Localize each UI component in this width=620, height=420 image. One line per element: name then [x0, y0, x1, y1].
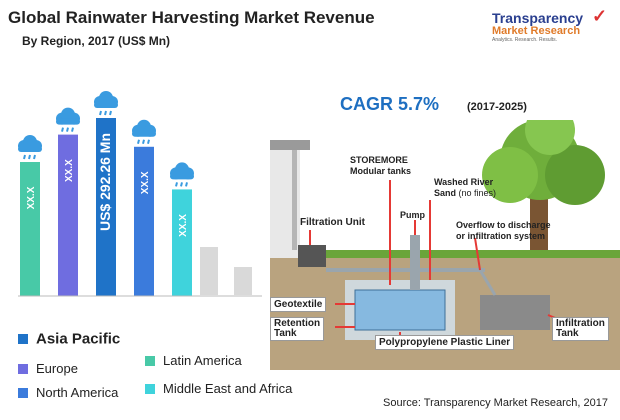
label-storemore: STOREMORE: [350, 155, 408, 165]
downpipe: [292, 150, 297, 250]
legend-swatch-latin-america: [145, 355, 155, 366]
legend-label-europe: Europe: [36, 361, 78, 377]
label-filtration-unit: Filtration Unit: [300, 217, 365, 228]
legend-label-north-america: North America: [36, 385, 119, 401]
checkmark-icon: ✓: [592, 6, 608, 26]
label-retention: Retention: [274, 318, 321, 329]
chart-title: Global Rainwater Harvesting Market Reven…: [8, 8, 375, 27]
source-note: Source: Transparency Market Research, 20…: [383, 397, 609, 409]
grass-strip: [300, 250, 620, 258]
bar-value-label-latin-america: XX.X: [26, 186, 37, 209]
rain-cloud-icon: [56, 107, 80, 132]
legend-swatch-europe: [18, 363, 28, 374]
company-logo: Transparency Market Research Analytics. …: [492, 6, 612, 43]
rain-cloud-icon: [18, 135, 42, 160]
rain-cloud-icon: [170, 162, 194, 187]
logo-line2: Market Research: [492, 25, 581, 37]
tree-trunk: [530, 190, 548, 260]
label-retention-tank: Retention Tank: [270, 317, 325, 341]
legend-label-asia-pacific: Asia Pacific: [36, 330, 121, 348]
logo-line1: Transparency: [492, 10, 584, 26]
rainwater-system-illustration: STOREMORE Modular tanks Washed River San…: [270, 105, 620, 370]
legend-swatch-north-america: [18, 387, 28, 398]
bar-north-america: [134, 146, 154, 296]
label-infiltration-tank-word: Tank: [556, 328, 579, 339]
legend-item-europe: Europe: [18, 360, 78, 376]
bars-layer: XX.X XX.X US$ 292.26 Mn XX.X XX.X: [18, 91, 194, 296]
rain-cloud-icon: [132, 119, 156, 145]
bar-latin-america: [20, 162, 40, 296]
chart-subtitle: By Region, 2017 (US$ Mn): [22, 34, 171, 48]
system-diagram: [270, 105, 620, 370]
faded-bar-2: [234, 267, 252, 295]
cagr-period: (2017-2025): [467, 101, 527, 113]
label-polypropylene-liner: Polypropylene Plastic Liner: [375, 335, 515, 350]
label-retention-tank-word: Tank: [274, 328, 297, 339]
label-washed-sand: Washed River: [434, 177, 494, 187]
label-sand: Sand (no fines): [434, 188, 496, 198]
faded-bar-1: [200, 247, 218, 295]
legend-item-mea: Middle East and Africa: [145, 380, 292, 396]
label-geotextile: Geotextile: [270, 297, 327, 312]
label-modular-tanks: Modular tanks: [350, 166, 412, 176]
bar-middle-east-and-africa: [172, 189, 192, 296]
tree-canopy-3: [545, 145, 605, 205]
legend-item-latin-america: Latin America: [145, 352, 242, 368]
logo-tagline: Analytics. Research. Results.: [492, 37, 558, 43]
legend-item-north-america: North America: [18, 384, 118, 400]
bar-value-label-asia-pacific: US$ 292.26 Mn: [97, 133, 113, 231]
label-infiltration-tank: Infiltration Tank: [552, 317, 609, 341]
rain-cloud-icon: [94, 91, 118, 116]
infiltration-tank: [480, 295, 550, 330]
label-no-fines: (no fines): [458, 188, 497, 198]
tree-canopy-2: [482, 147, 538, 203]
legend-label-latin-america: Latin America: [163, 353, 242, 369]
bar-europe: [58, 134, 78, 296]
bar-asia-pacific: [96, 118, 116, 296]
bar-value-label-middle-east-and-africa: XX.X: [178, 214, 189, 237]
label-pump: Pump: [400, 210, 426, 220]
legend-swatch-mea: [145, 383, 155, 394]
arrow-overflow: [474, 237, 481, 271]
legend-item-asia-pacific: Asia Pacific: [18, 330, 120, 348]
pipe-overflow: [478, 269, 497, 296]
label-sand-word: Sand: [434, 188, 457, 198]
bar-value-label-europe: XX.X: [64, 159, 75, 182]
label-infiltration: Infiltration: [556, 318, 605, 329]
label-overflow-1: Overflow to discharge: [456, 220, 551, 230]
label-overflow-2: or infiltration system: [456, 231, 546, 241]
modular-tanks: [354, 289, 446, 331]
house-roof: [270, 140, 310, 150]
filtration-unit: [298, 245, 326, 267]
pump: [410, 235, 420, 290]
bar-value-label-north-america: XX.X: [140, 171, 151, 194]
cagr-label: CAGR 5.7%: [340, 94, 440, 114]
legend-label-mea: Middle East and Africa: [163, 381, 293, 397]
legend-swatch-asia-pacific: [18, 334, 28, 345]
